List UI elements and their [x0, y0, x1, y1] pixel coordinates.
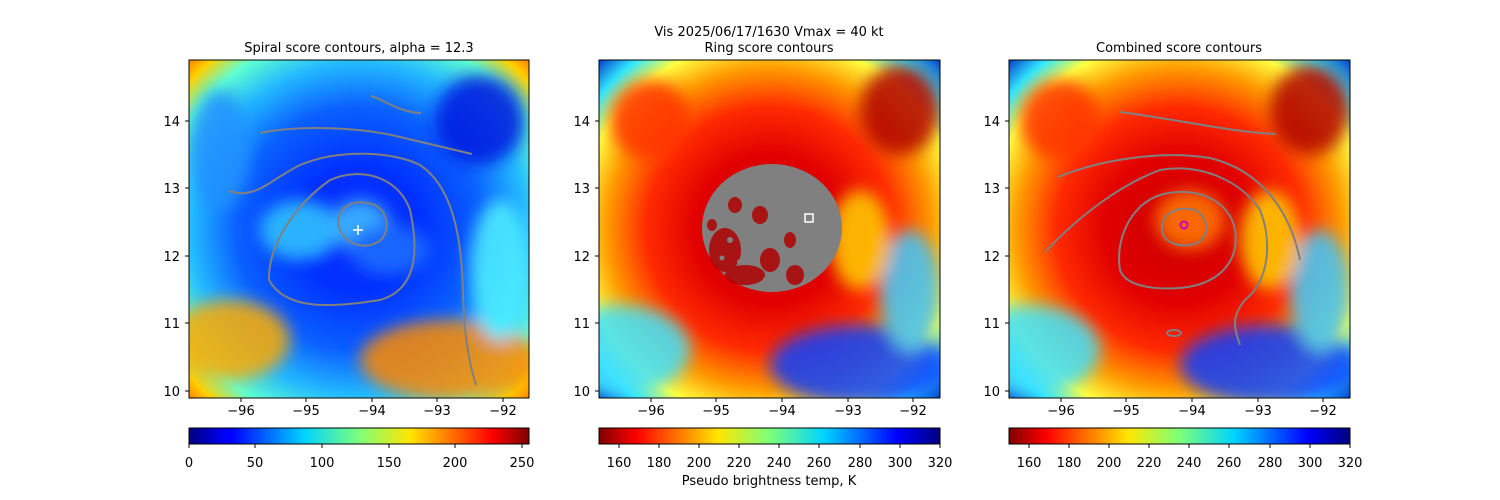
colorbar-tick-label: 260: [1217, 456, 1242, 471]
center-marker: [1179, 220, 1189, 230]
x-tick-label: −95: [1112, 404, 1139, 419]
colorbar-label: Pseudo brightness temp, K: [682, 474, 857, 489]
colorbar-tick-label: 200: [443, 456, 468, 471]
y-axis: 10 11 12 13 14: [573, 115, 599, 400]
center-marker: [804, 213, 814, 223]
panel-title: Ring score contours: [704, 41, 833, 56]
colorbar-tick-label: 220: [727, 456, 752, 471]
x-tick-label: −96: [1047, 404, 1074, 419]
colorbar-tick-label: 250: [510, 456, 535, 471]
y-tick-label: 14: [573, 115, 590, 130]
colorbar-tick-label: 320: [1338, 456, 1363, 471]
y-tick-label: 13: [573, 182, 590, 197]
x-tick-label: −92: [1309, 404, 1336, 419]
panel-title: Spiral score contours, alpha = 12.3: [244, 41, 473, 56]
y-tick-label: 13: [983, 182, 1000, 197]
combined-contours: [1044, 111, 1301, 346]
suptitle: Vis 2025/06/17/1630 Vmax = 40 kt: [654, 25, 883, 40]
colorbar-tick-label: 280: [848, 456, 873, 471]
x-tick-label: −93: [834, 404, 861, 419]
x-axis: −96 −95 −94 −93 −92: [1047, 398, 1337, 419]
colorbar-tick-label: 50: [247, 456, 264, 471]
colorbar-tick-label: 0: [185, 456, 193, 471]
ring-contours: [702, 164, 842, 292]
spiral-contours: [228, 95, 477, 386]
x-tick-label: −94: [1178, 404, 1205, 419]
colorbar-tick-label: 160: [607, 456, 632, 471]
colorbar-tick-label: 100: [310, 456, 335, 471]
y-tick-label: 12: [163, 250, 180, 265]
colorbar-tick-label: 260: [807, 456, 832, 471]
x-tick-label: −95: [702, 404, 729, 419]
y-tick-label: 11: [163, 317, 180, 332]
colorbar-tick-label: 180: [1057, 456, 1082, 471]
colorbar-tick-label: 320: [928, 456, 953, 471]
x-tick-label: −93: [1244, 404, 1271, 419]
y-tick-label: 11: [573, 317, 590, 332]
x-tick-label: −96: [227, 404, 254, 419]
x-axis: −96 −95 −94 −93 −92: [227, 398, 517, 419]
x-tick-label: −93: [423, 404, 450, 419]
x-tick-label: −92: [899, 404, 926, 419]
x-tick-label: −92: [489, 404, 516, 419]
panel-spiral: Spiral score contours, alpha = 12.3: [163, 41, 535, 471]
satellite-image: [1009, 60, 1350, 398]
y-tick-label: 14: [983, 115, 1000, 130]
colorbar-tick-label: 180: [647, 456, 672, 471]
y-axis: 10 11 12 13 14: [983, 115, 1009, 400]
x-tick-label: −94: [768, 404, 795, 419]
colorbar-tick-label: 220: [1137, 456, 1162, 471]
y-tick-label: 10: [573, 385, 590, 400]
colorbar-tick-label: 200: [1097, 456, 1122, 471]
colorbar-tick-label: 300: [888, 456, 913, 471]
panel-ring: Ring score contours: [573, 41, 953, 489]
colorbar-tick-label: 240: [1177, 456, 1202, 471]
colorbar-tick-label: 280: [1258, 456, 1283, 471]
colorbar-tick-label: 300: [1298, 456, 1323, 471]
y-tick-label: 12: [983, 250, 1000, 265]
axes-frame: [1008, 59, 1351, 399]
axes-frame: [188, 59, 530, 399]
y-axis: 10 11 12 13 14: [163, 115, 189, 400]
y-tick-label: 10: [983, 385, 1000, 400]
x-axis: −96 −95 −94 −93 −92: [637, 398, 927, 419]
panel-title: Combined score contours: [1096, 41, 1262, 56]
y-tick-label: 13: [163, 182, 180, 197]
center-marker: [353, 225, 363, 235]
y-tick-label: 14: [163, 115, 180, 130]
y-tick-label: 10: [163, 385, 180, 400]
x-tick-label: −94: [358, 404, 385, 419]
axes-frame: [598, 59, 941, 399]
y-tick-label: 12: [573, 250, 590, 265]
colorbar: 0 50 100 150 200 250: [185, 427, 535, 471]
y-tick-label: 11: [983, 317, 1000, 332]
colorbar-tick-label: 150: [377, 456, 402, 471]
colorbar: 160 180 200 220 240 260 280 300 320: [1008, 427, 1363, 471]
colorbar-tick-label: 200: [687, 456, 712, 471]
colorbar-tick-label: 160: [1017, 456, 1042, 471]
x-tick-label: −96: [637, 404, 664, 419]
colorbar: 160 180 200 220 240 260 280 300 320: [598, 427, 953, 471]
colorbar-tick-label: 240: [767, 456, 792, 471]
panel-combined: Combined score contours: [983, 41, 1363, 471]
x-tick-label: −95: [292, 404, 319, 419]
